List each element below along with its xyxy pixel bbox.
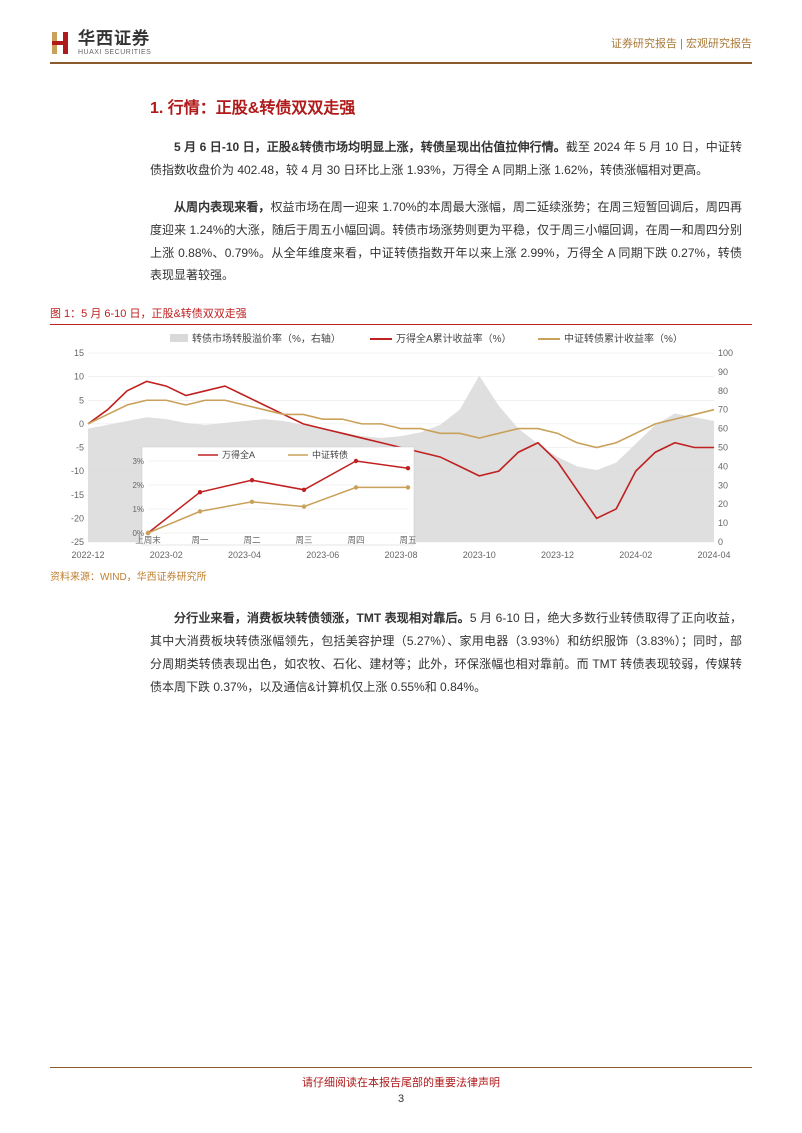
page-number: 3 (0, 1093, 802, 1105)
svg-text:2023-10: 2023-10 (463, 550, 496, 560)
svg-text:2022-12: 2022-12 (71, 550, 104, 560)
svg-text:万得全A: 万得全A (222, 449, 255, 460)
paragraph-1: 5 月 6 日-10 日，正股&转债市场均明显上涨，转债呈现出估值拉伸行情。截至… (150, 136, 742, 182)
paragraph-3: 分行业来看，消费板块转债领涨，TMT 表现相对靠后。5 月 6-10 日，绝大多… (150, 607, 742, 698)
p1-bold: 5 月 6 日-10 日，正股&转债市场均明显上涨，转债呈现出估值拉伸行情。 (174, 140, 566, 154)
svg-text:2023-06: 2023-06 (306, 550, 339, 560)
svg-text:-10: -10 (71, 466, 84, 476)
svg-text:2023-04: 2023-04 (228, 550, 261, 560)
p3-bold: 分行业来看，消费板块转债领涨，TMT 表现相对靠后。 (174, 611, 470, 625)
svg-text:30: 30 (718, 480, 728, 490)
svg-text:-25: -25 (71, 537, 84, 547)
page-header: 华西证券 HUAXI SECURITIES 证券研究报告 | 宏观研究报告 (50, 30, 752, 64)
p2-bold: 从周内表现来看， (174, 200, 270, 214)
svg-text:周二: 周二 (243, 535, 261, 545)
report-type: 证券研究报告 | 宏观研究报告 (611, 35, 752, 51)
svg-text:周三: 周三 (295, 535, 312, 545)
svg-text:15: 15 (74, 348, 84, 358)
svg-text:2024-04: 2024-04 (697, 550, 730, 560)
svg-text:1%: 1% (132, 505, 144, 514)
svg-text:-5: -5 (76, 443, 84, 453)
svg-text:中证转债累计收益率（%）: 中证转债累计收益率（%） (564, 332, 683, 345)
logo: 华西证券 HUAXI SECURITIES (50, 30, 151, 56)
company-name-cn: 华西证券 (78, 30, 151, 49)
figure-source: 资料来源：WIND，华西证券研究所 (50, 568, 752, 583)
svg-text:2024-02: 2024-02 (619, 550, 652, 560)
svg-text:2%: 2% (132, 481, 144, 490)
svg-text:万得全A累计收益率（%）: 万得全A累计收益率（%） (396, 332, 512, 345)
svg-text:上周末: 上周末 (135, 535, 161, 545)
paragraph-2: 从周内表现来看，权益市场在周一迎来 1.70%的本周最大涨幅，周二延续涨势；在周… (150, 196, 742, 287)
svg-text:-20: -20 (71, 514, 84, 524)
main-chart: 转债市场转股溢价率（%，右轴） 万得全A累计收益率（%） 中证转债累计收益率（%） -… (50, 329, 752, 564)
svg-text:周四: 周四 (347, 535, 364, 545)
svg-text:-15: -15 (71, 490, 84, 500)
svg-text:10: 10 (74, 372, 84, 382)
svg-text:50: 50 (718, 443, 728, 453)
svg-text:3%: 3% (132, 457, 144, 466)
svg-text:2023-02: 2023-02 (150, 550, 183, 560)
figure-title: 图 1：5 月 6-10 日，正股&转债双双走强 (50, 305, 752, 325)
svg-text:90: 90 (718, 367, 728, 377)
svg-text:10: 10 (718, 518, 728, 528)
svg-text:0: 0 (79, 419, 84, 429)
logo-icon (50, 30, 72, 56)
svg-text:20: 20 (718, 499, 728, 509)
section-title: 1. 行情：正股&转债双双走强 (150, 94, 742, 118)
svg-text:中证转债: 中证转债 (312, 449, 348, 460)
svg-text:70: 70 (718, 405, 728, 415)
svg-text:周五: 周五 (399, 535, 417, 545)
svg-text:80: 80 (718, 386, 728, 396)
svg-text:0: 0 (718, 537, 723, 547)
disclaimer: 请仔细阅读在本报告尾部的重要法律声明 (0, 1074, 802, 1090)
svg-text:周一: 周一 (191, 535, 209, 545)
svg-text:转债市场转股溢价率（%，右轴）: 转债市场转股溢价率（%，右轴） (192, 332, 341, 345)
svg-text:2023-12: 2023-12 (541, 550, 574, 560)
svg-text:2023-08: 2023-08 (384, 550, 417, 560)
svg-text:5: 5 (79, 395, 84, 405)
company-name-en: HUAXI SECURITIES (78, 49, 151, 57)
svg-text:60: 60 (718, 424, 728, 434)
svg-text:40: 40 (718, 462, 728, 472)
page-footer: 请仔细阅读在本报告尾部的重要法律声明 3 (0, 1067, 802, 1105)
svg-text:100: 100 (718, 348, 733, 358)
